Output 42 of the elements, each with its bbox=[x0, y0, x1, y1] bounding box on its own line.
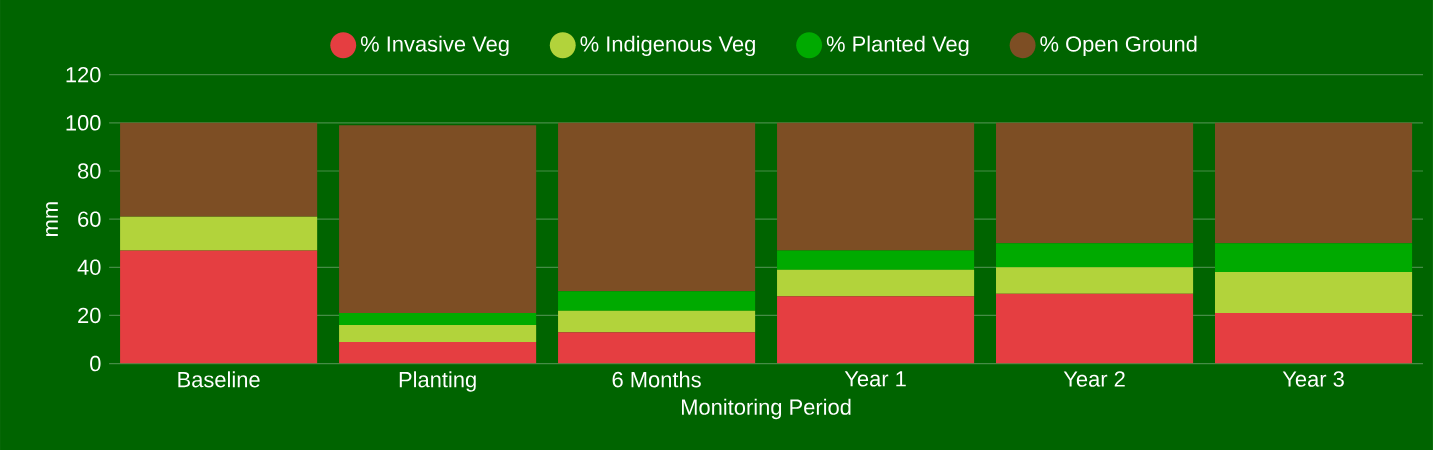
y-tick-label: 80 bbox=[78, 163, 101, 179]
bar bbox=[996, 293, 1194, 364]
bar bbox=[1215, 122, 1413, 244]
bar bbox=[120, 216, 318, 251]
bar bbox=[558, 310, 756, 333]
bar bbox=[558, 291, 756, 311]
bar bbox=[777, 296, 975, 364]
bar bbox=[996, 122, 1194, 244]
bar bbox=[996, 243, 1194, 268]
x-tick-label: Year 1 bbox=[844, 371, 906, 387]
legend-label: % Open Ground bbox=[1040, 35, 1197, 56]
y-tick-label: 60 bbox=[78, 211, 101, 227]
x-axis-title: Monitoring Period bbox=[682, 398, 851, 420]
bar bbox=[1215, 243, 1413, 272]
y-tick-label: 100 bbox=[66, 114, 101, 131]
bar bbox=[777, 250, 975, 270]
bar bbox=[558, 332, 756, 364]
bar bbox=[777, 122, 975, 251]
bar bbox=[1215, 271, 1413, 313]
bar bbox=[558, 122, 756, 292]
y-axis-title: mm bbox=[46, 202, 58, 236]
legend-label: % Invasive Veg bbox=[360, 35, 509, 56]
bar bbox=[339, 312, 537, 325]
y-tick-label: 0 bbox=[90, 355, 101, 372]
x-tick-label: 6 Months bbox=[612, 371, 701, 388]
bar bbox=[120, 122, 318, 217]
y-tick-label: 120 bbox=[66, 66, 101, 83]
y-tick-label: 20 bbox=[78, 307, 101, 324]
legend-label: % Planted Veg bbox=[826, 35, 969, 56]
bar bbox=[339, 324, 537, 342]
bar bbox=[996, 267, 1194, 294]
y-tick-label: 40 bbox=[77, 259, 101, 275]
x-tick-label: Planting bbox=[399, 371, 476, 392]
bar bbox=[339, 341, 537, 364]
legend-label: % Indigenous Veg bbox=[580, 35, 755, 56]
bar bbox=[777, 269, 975, 297]
x-tick-label: Year 2 bbox=[1063, 371, 1125, 387]
bar bbox=[120, 250, 318, 364]
bar bbox=[339, 125, 537, 313]
x-tick-label: Year 3 bbox=[1282, 371, 1344, 387]
bar bbox=[1215, 312, 1413, 364]
x-tick-label: Baseline bbox=[178, 371, 260, 388]
